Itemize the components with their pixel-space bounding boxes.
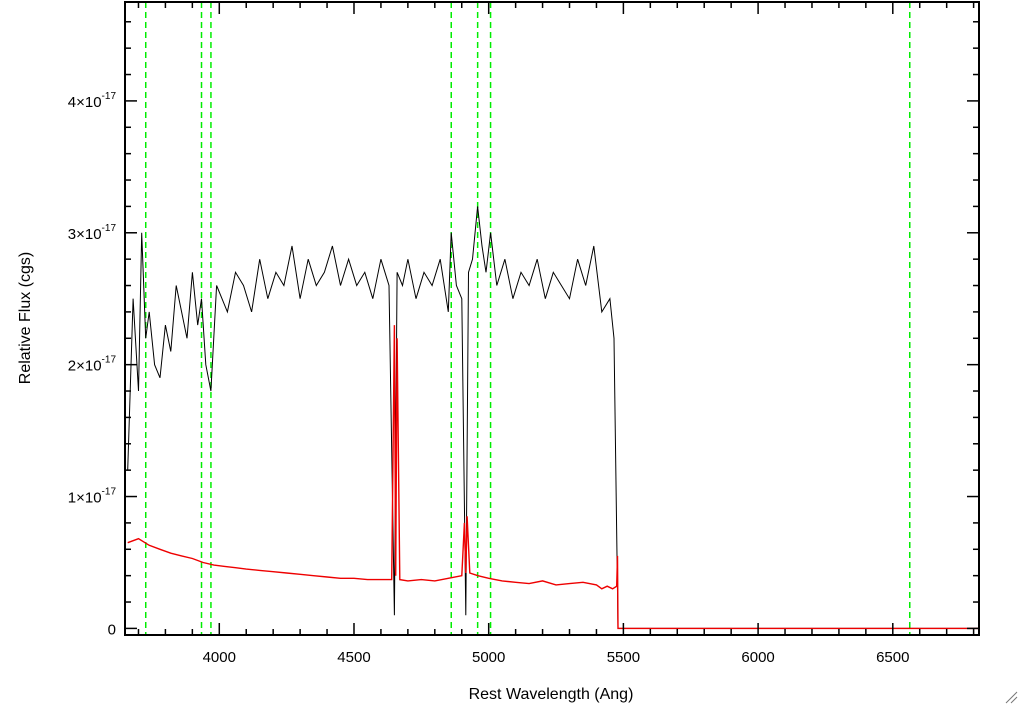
x-tick-label: 5000 bbox=[472, 649, 505, 666]
x-tick-label: 6500 bbox=[876, 649, 909, 666]
x-tick-label: 4500 bbox=[337, 649, 370, 666]
x-axis-label: Rest Wavelength (Ang) bbox=[469, 686, 634, 703]
y-axis-label: Relative Flux (cgs) bbox=[17, 252, 34, 384]
series-error-line bbox=[127, 325, 979, 630]
resize-grip-icon[interactable] bbox=[1004, 690, 1018, 704]
y-tick-label: 0 bbox=[108, 621, 116, 638]
y-tick-label: 1×10-17 bbox=[68, 487, 117, 507]
y-tick-labels: 0 1×10-17 2×10-17 3×10-17 4×10-17 bbox=[68, 91, 117, 639]
x-tick-label: 6000 bbox=[741, 649, 774, 666]
x-tick-label: 5500 bbox=[607, 649, 640, 666]
y-tick-label: 4×10-17 bbox=[68, 91, 117, 111]
series-flux-line bbox=[127, 206, 979, 629]
x-tick-label: 4000 bbox=[203, 649, 236, 666]
axis-ticks bbox=[125, 2, 979, 635]
x-tick-labels: 4000 4500 5000 5500 6000 6500 bbox=[203, 649, 910, 666]
series-layer bbox=[127, 206, 979, 630]
y-tick-label: 3×10-17 bbox=[68, 223, 117, 243]
y-tick-label: 2×10-17 bbox=[68, 355, 117, 375]
plot-frame bbox=[124, 1, 980, 636]
reference-lines bbox=[144, 2, 911, 635]
